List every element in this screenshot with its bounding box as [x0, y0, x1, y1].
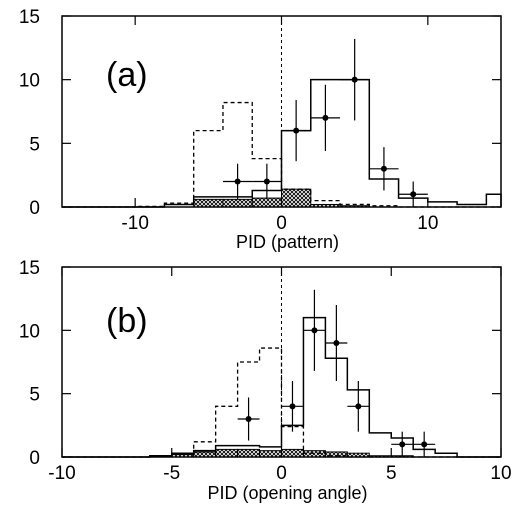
- data-point: [222, 163, 253, 200]
- data-marker: [245, 416, 252, 422]
- solid-histogram-line: [62, 78, 502, 208]
- y-tick-label: 0: [29, 198, 40, 219]
- panel-a: -10 0 10 0 5 10 15 (a) PID (pattern): [19, 7, 502, 252]
- hatched-bin: [259, 450, 282, 458]
- data-point: [369, 147, 399, 191]
- x-tick-label: 0: [276, 463, 287, 484]
- data-point: [252, 163, 282, 200]
- x-axis-label: PID (opening angle): [207, 483, 367, 503]
- data-marker: [311, 327, 318, 334]
- data-point: [281, 381, 304, 432]
- hatched-bin: [222, 198, 253, 208]
- data-point: [281, 100, 311, 162]
- data-point: [303, 289, 326, 371]
- x-tick-label: -10: [121, 213, 148, 234]
- data-point: [413, 431, 436, 457]
- hatched-bin: [215, 448, 239, 458]
- data-marker: [263, 178, 270, 185]
- x-tick-label: -10: [48, 463, 75, 484]
- x-tick-label: 10: [417, 213, 438, 234]
- data-marker: [322, 114, 329, 121]
- y-tick-label: 10: [19, 321, 40, 342]
- hatched-bin: [193, 451, 217, 458]
- data-marker: [410, 191, 417, 198]
- data-marker: [289, 403, 296, 410]
- data-marker: [333, 340, 340, 346]
- y-tick-label: 5: [29, 134, 40, 155]
- panel-b: -10 -5 0 5 10 0 5 10 15 (b) PID (opening angle): [19, 258, 512, 503]
- data-point: [237, 397, 260, 441]
- y-tick-label: 5: [29, 385, 40, 406]
- x-tick-label: 10: [490, 463, 511, 484]
- data-marker: [293, 127, 300, 134]
- data-marker: [355, 403, 362, 410]
- y-tick-label: 0: [29, 448, 40, 469]
- data-point: [347, 381, 370, 432]
- data-point: [391, 431, 414, 457]
- hatched-bin: [281, 188, 312, 208]
- x-axis-label: PID (pattern): [236, 232, 339, 252]
- data-marker: [399, 441, 406, 448]
- y-tick-label: 15: [19, 258, 40, 279]
- y-tick-label: 15: [19, 7, 40, 28]
- panel-label: (b): [106, 302, 148, 340]
- panel-label: (a): [106, 56, 148, 94]
- hatched-bin: [251, 197, 283, 208]
- hatched-bin: [193, 198, 224, 208]
- data-point: [310, 84, 341, 151]
- solid-histogram-line: [62, 316, 501, 458]
- data-marker: [380, 165, 387, 172]
- data-point: [325, 305, 348, 381]
- x-tick-label: -5: [163, 463, 180, 484]
- x-tick-label: 5: [386, 463, 397, 484]
- data-marker: [234, 178, 241, 185]
- x-tick-label: 0: [276, 213, 287, 234]
- hatched-bin: [281, 448, 304, 458]
- y-tick-label: 10: [19, 71, 40, 92]
- data-point: [398, 181, 428, 207]
- hatched-bin: [237, 448, 261, 458]
- data-marker: [351, 76, 358, 83]
- data-point: [340, 38, 370, 121]
- data-marker: [421, 441, 428, 448]
